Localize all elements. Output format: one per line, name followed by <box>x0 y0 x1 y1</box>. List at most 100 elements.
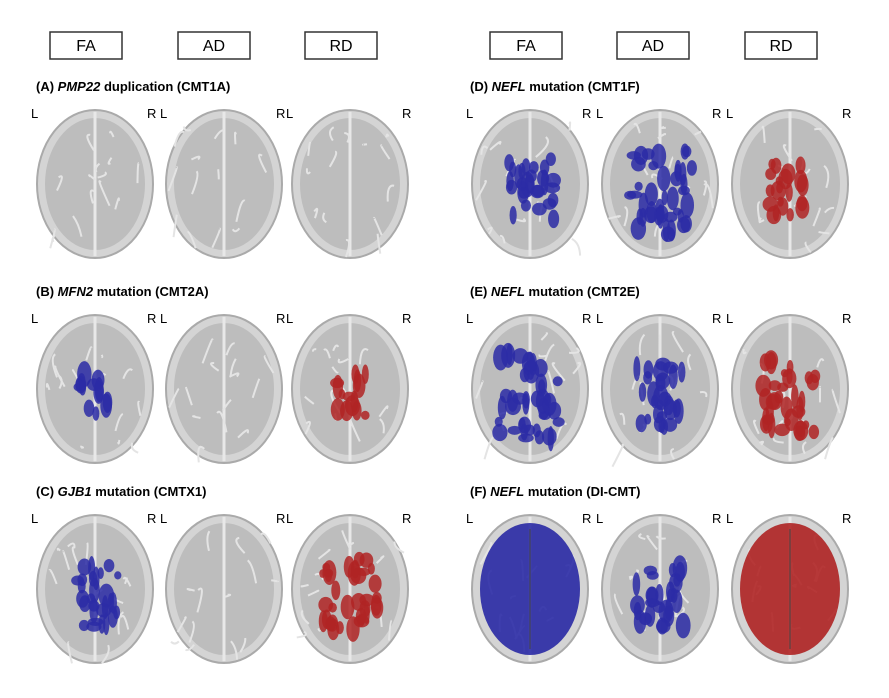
side-label-right: R <box>582 311 591 326</box>
gyrus <box>662 127 666 128</box>
overlay <box>351 560 360 578</box>
panel-description: duplication (CMT1A) <box>104 79 230 94</box>
gyrus <box>271 580 278 581</box>
panel-letter: (E) <box>470 284 487 299</box>
overlay <box>656 208 665 222</box>
header-label: AD <box>203 38 225 55</box>
brain <box>166 315 282 463</box>
overlay <box>681 144 690 160</box>
gyrus <box>235 133 236 145</box>
overlay <box>351 593 366 611</box>
overlay <box>542 427 557 445</box>
overlay <box>358 614 365 627</box>
overlay <box>538 379 545 393</box>
overlay <box>627 151 641 160</box>
overlay <box>325 616 335 631</box>
overlay <box>71 575 84 585</box>
brain <box>292 110 408 258</box>
overlay <box>796 157 806 175</box>
overlay <box>669 563 677 577</box>
brain <box>602 110 718 258</box>
overlay <box>372 592 382 604</box>
overlay <box>665 598 672 620</box>
brain <box>292 315 408 463</box>
overlay <box>331 581 340 600</box>
overlay <box>809 425 819 439</box>
brain <box>602 515 718 663</box>
side-label-left: L <box>160 106 167 121</box>
overlay <box>508 426 522 435</box>
header-label: FA <box>76 38 96 55</box>
overlay <box>687 160 697 176</box>
overlay <box>642 148 655 160</box>
side-label-right: R <box>402 106 411 121</box>
overlay <box>369 575 382 593</box>
overlay <box>627 191 642 199</box>
overlay <box>653 405 663 424</box>
header-label: RD <box>769 38 792 55</box>
panel-description: mutation (DI-CMT) <box>528 484 641 499</box>
overlay <box>553 417 565 427</box>
overlay <box>646 587 657 608</box>
overlay <box>351 365 359 384</box>
gyrus <box>569 122 570 130</box>
panel-letter: (C) <box>36 484 54 499</box>
overlay <box>661 227 675 242</box>
overlay <box>518 187 530 198</box>
overlay <box>765 168 776 180</box>
overlay <box>114 571 121 579</box>
panel-description: mutation (CMTX1) <box>95 484 206 499</box>
overlay <box>674 398 684 424</box>
gyrus <box>101 355 102 357</box>
gyrus <box>58 549 60 551</box>
brain <box>37 515 153 663</box>
overlay <box>548 193 559 208</box>
overlay <box>634 602 642 620</box>
side-label-left: L <box>160 511 167 526</box>
overlay <box>79 380 86 395</box>
side-label-right: R <box>712 106 721 121</box>
overlay <box>793 421 808 441</box>
overlay <box>662 190 668 205</box>
side-label-left: L <box>31 311 38 326</box>
side-label-right: R <box>276 106 285 121</box>
overlay <box>635 182 643 191</box>
overlay <box>674 164 681 179</box>
overlay <box>677 217 690 233</box>
gene-name: MFN2 <box>58 284 94 299</box>
overlay <box>103 392 113 413</box>
side-label-left: L <box>596 311 603 326</box>
side-label-right: R <box>842 311 851 326</box>
overlay <box>774 424 790 436</box>
overlay <box>506 343 512 364</box>
overlay <box>343 392 356 402</box>
overlay <box>318 597 333 613</box>
side-label-right: R <box>582 511 591 526</box>
side-label-right: R <box>147 511 156 526</box>
overlay <box>644 566 657 576</box>
overlay <box>769 380 781 391</box>
overlay <box>766 394 780 410</box>
gyrus <box>819 232 829 233</box>
overlay <box>768 159 775 170</box>
overlay <box>653 361 669 381</box>
overlay <box>522 391 530 408</box>
header-label: AD <box>642 38 664 55</box>
brain <box>292 515 408 663</box>
overlay <box>539 411 551 420</box>
brain <box>732 515 848 663</box>
side-label-right: R <box>402 311 411 326</box>
side-label-left: L <box>726 106 733 121</box>
side-label-right: R <box>276 311 285 326</box>
side-label-left: L <box>160 311 167 326</box>
side-label-left: L <box>31 511 38 526</box>
overlay <box>526 170 537 183</box>
overlay <box>764 350 778 369</box>
brain <box>472 515 588 663</box>
side-label-left: L <box>286 311 293 326</box>
overlay <box>645 604 655 627</box>
side-label-left: L <box>596 106 603 121</box>
panel-description: mutation (CMT2A) <box>97 284 209 299</box>
header-label: FA <box>516 38 536 55</box>
panel-title: (E) NEFL mutation (CMT2E) <box>470 284 640 299</box>
